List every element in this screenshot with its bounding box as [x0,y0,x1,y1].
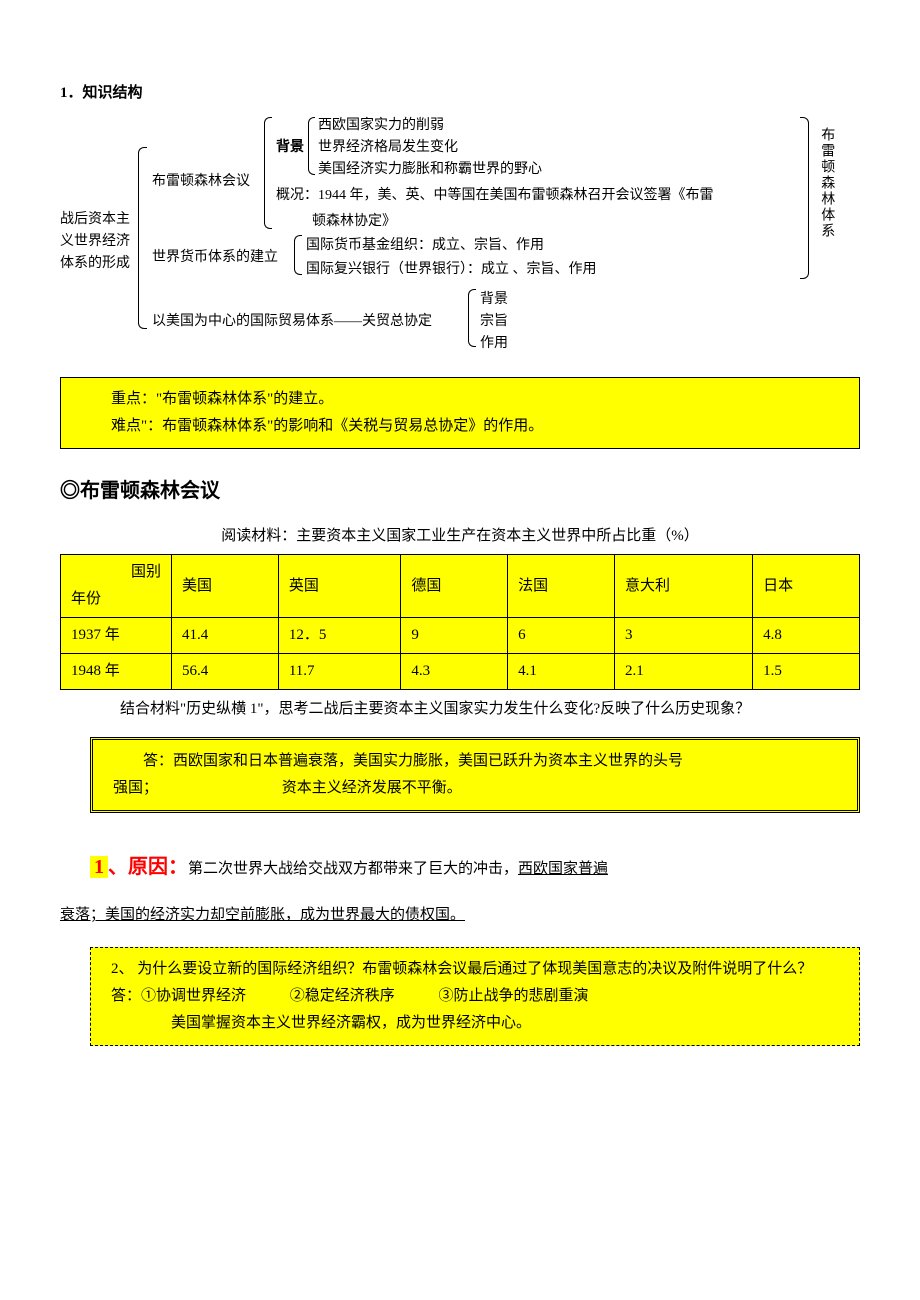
table-cell: 英国 [278,555,401,618]
cause-text3-wrap: 衰落；美国的经济实力却空前膨胀，成为世界最大的债权国。 [60,897,860,933]
table-cell: 4.1 [508,654,615,690]
cause-text1: 第二次世界大战给交战双方都带来了巨大的冲击， [188,861,518,877]
cause-paragraph: 1、原因：第二次世界大战给交战双方都带来了巨大的冲击，西欧国家普遍 [90,843,860,891]
q2-a4: 美国掌握资本主义世界经济霸权，成为世界经济中心。 [111,1010,839,1037]
table-cell: 美国 [172,555,279,618]
diagram-b1: 布雷顿森林会议 [152,169,250,194]
diagram-b1-bg3: 美国经济实力膨胀和称霸世界的野心 [318,157,542,182]
table-cell: 1948 年 [61,654,172,690]
diagram-b2: 世界货币体系的建立 [152,245,278,270]
diagram-b1-gk: 概况：1944 年，美、英、中等国在美国布雷顿森林召开会议签署《布雷 [276,183,714,208]
table-cell: 6 [508,618,615,654]
table-cell: 法国 [508,555,615,618]
diagram-b2-2: 国际复兴银行（世界银行）：成立 、宗旨、作用 [306,257,597,282]
diagram-root-3: 体系的形成 [60,251,130,276]
brace-b1-bg [308,117,315,175]
table-header-country: 国别 [71,559,161,586]
table-row: 国别 年份 美国 英国 德国 法国 意大利 日本 [61,555,860,618]
cause-label: 、原因： [108,856,188,878]
diagram-b1-bg: 背景 [276,135,304,160]
table-cell: 12．5 [278,618,401,654]
table-cell: 4.8 [753,618,860,654]
table-header-year: 年份 [71,586,161,613]
brace-b2 [294,235,302,275]
q2-a3: ③防止战争的悲剧重演 [439,988,589,1004]
knowledge-structure-diagram: 战后资本主 义世界经济 体系的形成 布雷顿森林会议 背景 西欧国家实力的削弱 世… [60,117,860,357]
table-cell: 4.3 [401,654,508,690]
question1: 结合材料"历史纵横 1"，思考二战后主要资本主义国家实力发生什么变化?反映了什么… [90,696,860,723]
keypoint-zd: 重点："布雷顿森林体系"的建立。 [81,386,839,413]
diagram-b2-1: 国际货币基金组织：成立、宗旨、作用 [306,233,544,258]
table-cell: 日本 [753,555,860,618]
table-cell: 德国 [401,555,508,618]
brace-b1 [264,117,272,229]
diagram-b3: 以美国为中心的国际贸易体系——关贸总协定 [152,309,432,334]
question2-box: 2、 为什么要设立新的国际经济组织？布雷顿森林会议最后通过了体现美国意志的决议及… [90,947,860,1046]
table-cell: 11.7 [278,654,401,690]
q2-line1: 2、 为什么要设立新的国际经济组织？布雷顿森林会议最后通过了体现美国意志的决议及… [111,956,839,983]
brace-root [138,147,147,329]
table-cell: 2.1 [614,654,752,690]
answer1-line1: 答：西欧国家和日本普遍衰落，美国实力膨胀，美国已跃升为资本主义世界的头号 [113,748,837,775]
diagram-right-label: 布雷顿森林体系 [814,127,839,239]
cause-text2: 西欧国家普遍 [518,861,608,877]
table-cell: 1.5 [753,654,860,690]
keypoint-nd: 难点"：布雷顿森林体系"的影响和《关税与贸易总协定》的作用。 [81,413,839,440]
industry-share-table: 国别 年份 美国 英国 德国 法国 意大利 日本 1937 年 41.4 12．… [60,554,860,690]
q2-a1: 答：①协调世界经济 [111,988,246,1004]
cause-number: 1 [90,856,108,878]
keypoints-box: 重点："布雷顿森林体系"的建立。 难点"：布雷顿森林体系"的影响和《关税与贸易总… [60,377,860,449]
brace-right [800,117,809,279]
section-title: 1．知识结构 [60,80,860,107]
diagram-b1-gk2: 顿森林协定》 [312,209,396,234]
answer1-l2a: 强国； [113,780,158,796]
diagram-b3-3: 作用 [480,331,508,356]
table-cell: 41.4 [172,618,279,654]
table-cell: 56.4 [172,654,279,690]
cause-text3: 衰落；美国的经济实力却空前膨胀，成为世界最大的债权国。 [60,907,465,923]
answer1-line2: 强国； 资本主义经济发展不平衡。 [113,775,837,802]
answer1-box: 答：西欧国家和日本普遍衰落，美国实力膨胀，美国已跃升为资本主义世界的头号 强国；… [90,737,860,813]
answer1-l2b: 资本主义经济发展不平衡。 [282,775,462,802]
q2-a2: ②稳定经济秩序 [290,988,395,1004]
brace-b3 [468,289,476,347]
table-row: 1948 年 56.4 11.7 4.3 4.1 2.1 1.5 [61,654,860,690]
table-cell: 9 [401,618,508,654]
table-row: 1937 年 41.4 12．5 9 6 3 4.8 [61,618,860,654]
q2-answer-line: 答：①协调世界经济 ②稳定经济秩序 ③防止战争的悲剧重演 [111,983,839,1010]
table-cell: 3 [614,618,752,654]
heading-bretton-woods: ◎布雷顿森林会议 [60,473,860,509]
table-cell: 意大利 [614,555,752,618]
table-cell: 1937 年 [61,618,172,654]
table-caption: 阅读材料：主要资本主义国家工业生产在资本主义世界中所占比重（%） [60,523,860,550]
